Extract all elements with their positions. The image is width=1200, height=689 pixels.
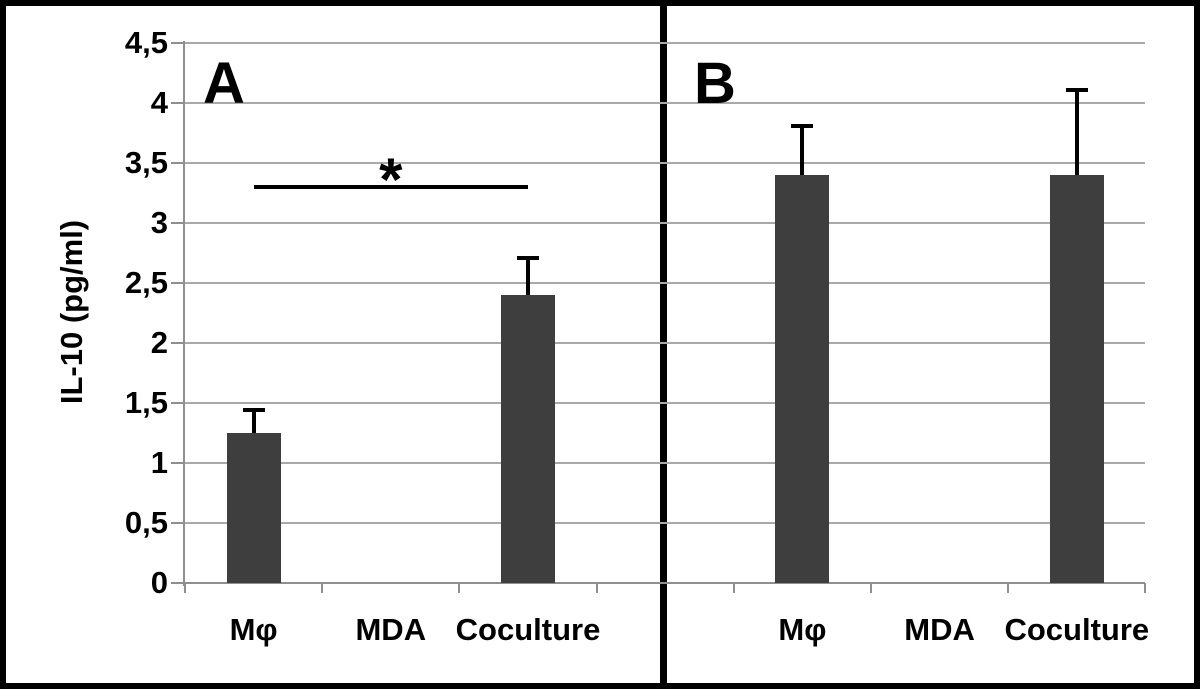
error-bar-stem	[526, 256, 530, 295]
y-tick	[171, 342, 185, 344]
y-tick-label: 4,5	[124, 25, 168, 60]
y-tick-label: 0,5	[124, 505, 168, 540]
y-tick-label: 2,5	[124, 265, 168, 300]
x-tick	[458, 583, 461, 593]
y-tick-label: 3,5	[124, 145, 168, 180]
y-tick-label: 1	[150, 445, 168, 480]
y-tick	[171, 102, 185, 104]
significance-line	[253, 185, 528, 189]
gridline	[185, 342, 1146, 344]
error-bar-cap	[791, 123, 814, 128]
gridline	[185, 282, 1146, 284]
x-tick	[321, 583, 324, 593]
gridline	[185, 522, 1146, 524]
bar	[1049, 175, 1104, 583]
gridline	[185, 162, 1146, 164]
x-tick	[1144, 583, 1147, 593]
gridline	[185, 42, 1146, 44]
y-tick	[171, 162, 185, 164]
y-tick	[171, 42, 185, 44]
x-tick-label: Coculture	[455, 612, 601, 647]
x-tick-label: Coculture	[1004, 612, 1150, 647]
y-axis-title: IL-10 (pg/ml)	[54, 219, 89, 405]
y-tick-label: 4	[150, 85, 168, 120]
x-tick-label: MDA	[904, 612, 975, 647]
bar	[501, 295, 555, 583]
panel-label: B	[694, 51, 736, 116]
y-tick	[171, 222, 185, 224]
x-tick	[732, 583, 735, 593]
y-axis-line	[183, 41, 185, 586]
error-bar-stem	[251, 409, 256, 433]
gridline	[185, 222, 1146, 224]
y-tick	[171, 462, 185, 464]
y-tick-label: 2	[150, 325, 168, 360]
error-bar-cap	[242, 408, 265, 412]
x-axis-line	[185, 582, 1146, 584]
y-tick	[171, 582, 185, 584]
y-tick-label: 1,5	[124, 385, 168, 420]
x-tick-label: MDA	[355, 612, 427, 647]
x-tick	[595, 583, 598, 593]
error-bar-stem	[800, 124, 805, 175]
x-tick-label: Mφ	[229, 612, 278, 647]
bar	[775, 175, 830, 583]
bar	[226, 433, 281, 583]
panel-divider	[660, 0, 667, 689]
gridline	[185, 102, 1146, 104]
error-bar-cap	[1065, 87, 1088, 92]
x-tick	[870, 583, 872, 593]
error-bar-stem	[1074, 88, 1079, 175]
x-tick	[184, 583, 186, 593]
y-tick	[171, 522, 185, 524]
panel-label: A	[203, 51, 245, 116]
y-tick-label: 0	[150, 565, 168, 600]
y-tick	[171, 282, 185, 284]
gridline	[185, 402, 1146, 404]
error-bar-cap	[517, 255, 539, 260]
significance-asterisk: *	[379, 146, 403, 213]
x-tick	[1007, 583, 1010, 593]
y-tick	[171, 402, 185, 404]
x-tick-label: Mφ	[778, 612, 827, 647]
y-tick-label: 3	[150, 205, 168, 240]
gridline	[185, 462, 1146, 464]
